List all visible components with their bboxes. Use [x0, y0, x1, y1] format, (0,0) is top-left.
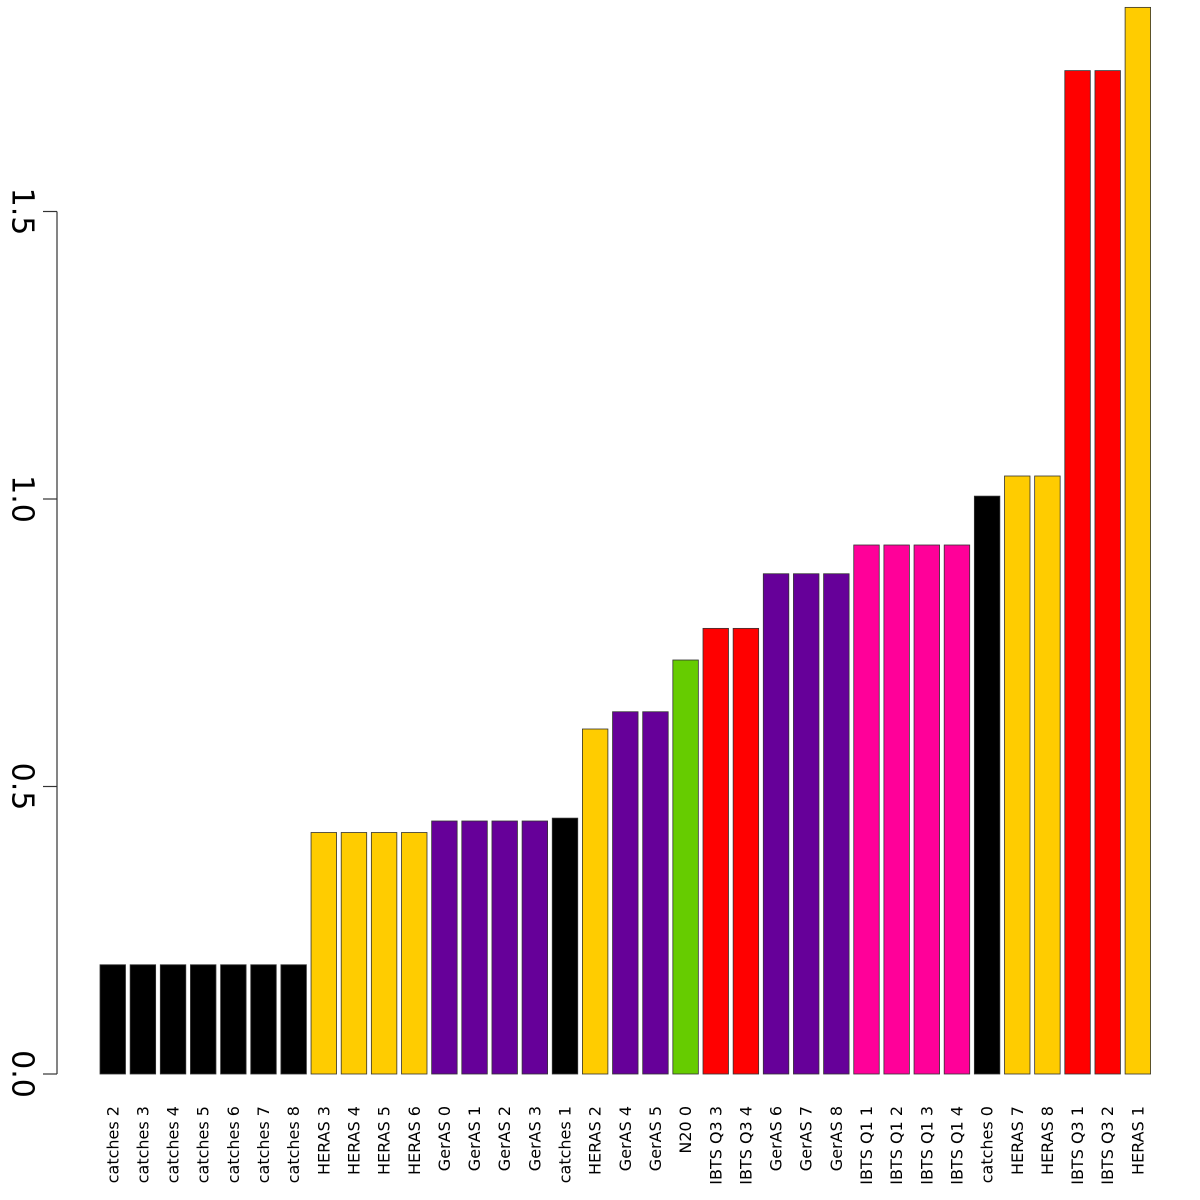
bar — [220, 964, 247, 1075]
bar — [190, 964, 217, 1075]
bars — [99, 6, 1151, 1075]
x-tick-label: GerAS 0 — [435, 1106, 454, 1171]
x-axis-labels: catches 2 catches 3 catches 4 catches 5 catc… — [103, 1106, 1147, 1185]
bar — [521, 820, 548, 1075]
bar — [793, 573, 820, 1075]
x-tick-label: GerAS 1 — [465, 1106, 484, 1171]
bar — [702, 627, 729, 1075]
bar — [461, 820, 488, 1075]
bar — [280, 964, 307, 1075]
x-tick-label: GerAS 5 — [646, 1106, 665, 1171]
x-tick-label: GerAS 8 — [827, 1106, 846, 1171]
x-tick-label: HERAS 4 — [344, 1106, 363, 1175]
bar — [431, 820, 458, 1075]
y-tick-label: 1.5 — [5, 188, 40, 236]
x-tick-label: catches 1 — [556, 1106, 575, 1183]
x-tick-label: IBTS Q3 4 — [736, 1106, 755, 1185]
bar — [551, 817, 579, 1075]
y-tick-label: 0.0 — [5, 1050, 40, 1098]
x-tick-label: GerAS 2 — [495, 1106, 514, 1171]
bar — [1034, 475, 1061, 1075]
x-tick-label: catches 8 — [284, 1106, 303, 1183]
bar — [642, 711, 669, 1075]
x-tick-label: HERAS 6 — [405, 1106, 424, 1175]
bar — [853, 544, 880, 1075]
bar — [250, 964, 277, 1075]
bar — [973, 495, 1001, 1075]
x-tick-label: GerAS 4 — [616, 1106, 635, 1171]
bar — [732, 627, 760, 1075]
bar — [491, 820, 518, 1075]
x-tick-label: IBTS Q1 4 — [947, 1106, 966, 1185]
x-tick-label: HERAS 3 — [314, 1106, 333, 1175]
x-tick-label: HERAS 7 — [1008, 1106, 1027, 1175]
bar — [159, 964, 187, 1075]
bar — [612, 711, 639, 1075]
bar — [762, 573, 790, 1075]
y-tick-label: 0.5 — [5, 763, 40, 811]
x-tick-label: IBTS Q1 1 — [857, 1106, 876, 1185]
x-tick-label: catches 0 — [978, 1106, 997, 1183]
bar — [401, 832, 428, 1075]
x-tick-label: catches 4 — [164, 1106, 183, 1183]
bar — [943, 544, 971, 1075]
x-tick-label: IBTS Q1 2 — [887, 1106, 906, 1185]
x-tick-label: HERAS 1 — [1128, 1106, 1147, 1175]
x-tick-label: GerAS 3 — [525, 1106, 544, 1171]
bar — [1094, 70, 1121, 1075]
x-tick-label: IBTS Q3 1 — [1068, 1106, 1087, 1185]
bar — [883, 544, 910, 1075]
bar — [672, 659, 699, 1075]
x-tick-label: GerAS 7 — [797, 1106, 816, 1171]
x-tick-label: HERAS 8 — [1038, 1106, 1057, 1175]
x-tick-label: N20 0 — [676, 1106, 695, 1154]
bar — [310, 832, 337, 1075]
bar — [823, 573, 850, 1075]
bar — [1064, 70, 1091, 1075]
x-tick-label: catches 6 — [224, 1106, 243, 1183]
x-tick-label: HERAS 5 — [375, 1106, 394, 1175]
y-axis: 0.0 0.5 1.0 1.5 — [5, 188, 58, 1098]
bar — [1124, 6, 1151, 1075]
bar — [1004, 475, 1031, 1075]
x-tick-label: GerAS 6 — [767, 1106, 786, 1171]
x-tick-label: IBTS Q3 2 — [1098, 1106, 1117, 1185]
bar — [99, 964, 126, 1075]
x-tick-label: catches 5 — [194, 1106, 213, 1183]
x-tick-label: catches 3 — [133, 1106, 152, 1183]
bar — [370, 832, 398, 1075]
x-tick-label: IBTS Q1 3 — [917, 1106, 936, 1185]
x-tick-label: catches 2 — [103, 1106, 122, 1183]
x-tick-label: catches 7 — [254, 1106, 273, 1183]
bar — [129, 964, 157, 1075]
bar — [582, 728, 609, 1075]
x-tick-label: HERAS 2 — [586, 1106, 605, 1175]
bar — [340, 832, 368, 1075]
x-tick-label: IBTS Q3 3 — [706, 1106, 725, 1185]
bar — [913, 544, 940, 1075]
y-tick-label: 1.0 — [5, 475, 40, 523]
